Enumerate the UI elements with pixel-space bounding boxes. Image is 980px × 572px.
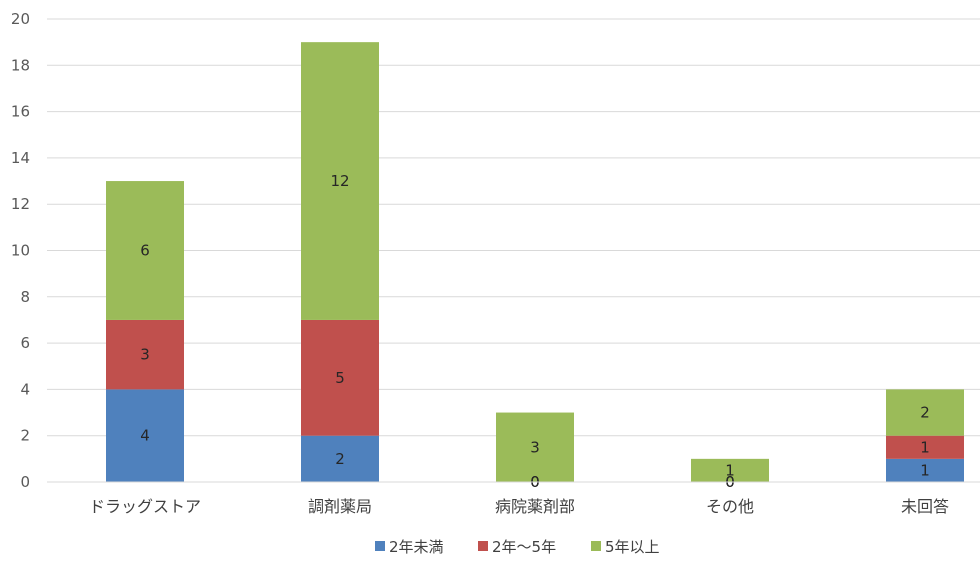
- bar-segment: [886, 389, 964, 436]
- legend-label: 2年～5年: [492, 538, 556, 556]
- x-axis-categories: ドラッグストア 調剤薬局 病院薬剤部 その他 未回答: [89, 497, 949, 516]
- data-label: 4: [140, 427, 150, 445]
- legend-label: 2年未満: [389, 538, 444, 556]
- legend-label: 5年以上: [605, 538, 660, 556]
- data-label: 6: [140, 242, 150, 260]
- y-tick-label: 2: [20, 427, 30, 445]
- legend[interactable]: 2年未満 2年～5年 5年以上: [375, 538, 660, 556]
- bar-segment: [691, 458, 769, 482]
- y-tick-label: 6: [20, 334, 30, 352]
- y-tick-label: 4: [20, 380, 30, 398]
- y-tick-label: 20: [11, 10, 30, 28]
- y-tick-label: 14: [11, 149, 30, 167]
- data-label: 2: [920, 404, 930, 422]
- bars: [106, 42, 964, 482]
- category-label: 病院薬剤部: [495, 497, 575, 516]
- legend-swatch: [591, 541, 601, 551]
- bar-segment: [496, 412, 574, 482]
- y-tick-label: 8: [20, 288, 30, 306]
- data-label: 3: [140, 346, 150, 364]
- y-tick-label: 0: [20, 473, 30, 491]
- bar-segment: [106, 181, 184, 320]
- data-label: 2: [335, 450, 345, 468]
- category-label: その他: [706, 497, 754, 516]
- category-label: ドラッグストア: [89, 497, 201, 516]
- bar-segment: [301, 42, 379, 320]
- bar-segment: [106, 319, 184, 390]
- data-label: 1: [920, 461, 930, 479]
- legend-item[interactable]: 2年～5年: [478, 538, 556, 556]
- bar-segment: [886, 435, 964, 459]
- data-label: 1: [725, 461, 735, 479]
- legend-swatch: [478, 541, 488, 551]
- bar-segment: [886, 458, 964, 482]
- bar-segment: [301, 435, 379, 482]
- gridlines: [47, 18, 980, 437]
- y-tick-label: 16: [11, 103, 30, 121]
- data-label: 3: [530, 438, 540, 456]
- legend-item[interactable]: 2年未満: [375, 538, 444, 556]
- y-tick-label: 10: [11, 242, 30, 260]
- data-label: 5: [335, 369, 345, 387]
- bar-segment: [106, 389, 184, 482]
- category-label: 未回答: [901, 497, 949, 516]
- bar-segment: [301, 319, 379, 436]
- category-label: 調剤薬局: [308, 497, 372, 516]
- legend-item[interactable]: 5年以上: [591, 538, 660, 556]
- legend-swatch: [375, 541, 385, 551]
- y-axis-ticks: 0 2 4 6 8 10 12 14 16 18 20: [11, 10, 30, 491]
- data-label: 1: [920, 438, 930, 456]
- data-label: 12: [330, 172, 349, 190]
- y-tick-label: 18: [11, 56, 30, 74]
- y-tick-label: 12: [11, 195, 30, 213]
